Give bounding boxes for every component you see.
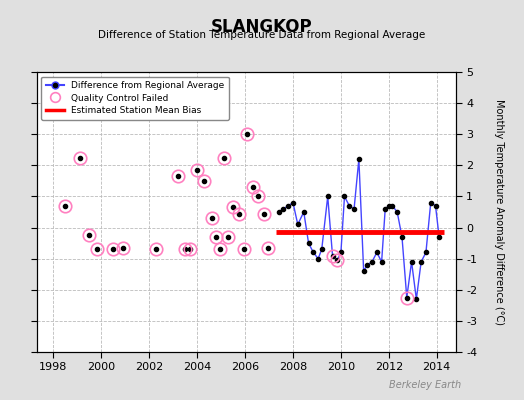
Y-axis label: Monthly Temperature Anomaly Difference (°C): Monthly Temperature Anomaly Difference (… — [494, 99, 504, 325]
Text: SLANGKOP: SLANGKOP — [211, 18, 313, 36]
Text: Difference of Station Temperature Data from Regional Average: Difference of Station Temperature Data f… — [99, 30, 425, 40]
Text: Berkeley Earth: Berkeley Earth — [389, 380, 461, 390]
